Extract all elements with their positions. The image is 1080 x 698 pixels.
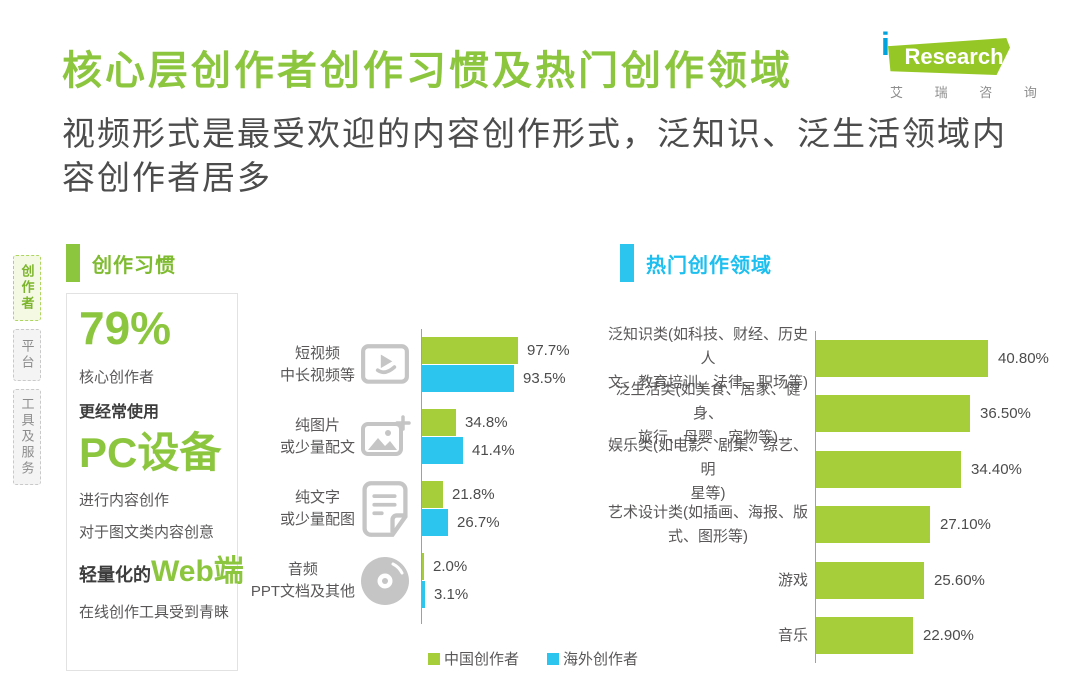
field-category-text: 泛生活类(如美食、居家、健身、 旅行、母婴、宠物等) [615,380,801,446]
field-category-label: 娱乐类(如电影、剧集、综艺、明 星等) [608,437,808,502]
habit-axis [421,329,422,624]
habit-section-title: 创作习惯 [92,254,176,277]
page-subtitle: 视频形式是最受欢迎的内容创作形式，泛知识、泛生活领域内容创作者居多 [62,115,1007,196]
field-section-marker [620,244,634,282]
stat-web-line: 轻量化的Web端 [79,546,244,590]
habit-bar [422,337,518,364]
field-bar [816,340,988,377]
logo-i: i [881,26,890,62]
habit-category-text: 音频 PPT文档及其他 [250,560,355,600]
stat-percentage: 79% [79,302,172,354]
field-category-text: 泛知识类(如科技、财经、历史人 文、教育培训、法律、职场等) [608,325,808,391]
page-title: 核心层创作者创作习惯及热门创作领域 [62,49,793,93]
habit-stats-card: 79% 核心创作者 更经常使用 PC设备 进行内容创作 对于图文类内容创意 轻量… [66,293,244,671]
habit-category-label: 短视频 中长视频等 [233,336,355,394]
field-category-label: 泛知识类(如科技、财经、历史人 文、教育培训、法律、职场等) [608,326,808,391]
legend-swatch [428,652,440,665]
stat-web-prefix: 轻量化的 [79,565,151,586]
iresearch-logo: Research i 艾 瑞 咨 询 [872,26,1037,100]
habit-bar [422,481,443,508]
stat-device: PC设备 [79,428,222,476]
habit-bar [422,437,463,464]
field-bar [816,395,970,432]
legend-item: 海外创作者 [547,648,638,669]
logo-wordmark: Research [904,43,1004,69]
field-bar [816,617,913,654]
stat-web: Web端 [151,555,244,589]
stat-pct-desc2: 更经常使用 [79,403,160,421]
habit-category-text: 纯图片 或少量配文 [279,416,355,456]
legend-swatch [547,652,560,665]
field-category-label: 艺术设计类(如插画、海报、版 式、图形等) [608,498,808,551]
habit-bar [422,509,448,536]
field-bar-value: 34.40% [971,461,1022,478]
habit-bar-value: 97.7% [527,342,570,359]
habit-bar-value: 2.0% [433,558,468,575]
field-bar-value: 27.10% [940,516,991,533]
habit-section-marker [66,244,80,282]
field-category-label: 泛生活类(如美食、居家、健身、 旅行、母婴、宠物等) [608,381,808,446]
field-bar-value: 40.80% [998,350,1049,367]
habit-bar [422,581,425,608]
field-bar [816,506,930,543]
stat-device-desc2: 对于图文类内容创意 [79,524,215,542]
field-category-label: 游戏 [608,554,808,607]
video-icon [356,336,414,394]
habit-bar-value: 26.7% [457,514,500,531]
stat-pct-desc1: 核心创作者 [79,368,155,386]
field-section-header: 热门创作领域 [620,244,772,282]
habit-category-text: 纯文字 或少量配图 [279,488,355,528]
legend-label: 中国创作者 [444,651,520,668]
image-icon [356,408,414,466]
legend-label: 海外创作者 [563,651,639,668]
field-bar-value: 36.50% [980,405,1031,422]
field-bar-value: 25.60% [934,572,985,589]
field-axis [815,331,816,663]
habit-bar [422,409,456,436]
field-category-label: 音乐 [608,609,808,662]
habit-category-label: 纯图片 或少量配文 [233,408,355,466]
chart-legend: 中国创作者 海外创作者 [428,648,638,669]
habit-bar [422,553,424,580]
disc-icon [356,552,414,610]
habit-category-text: 短视频 中长视频等 [279,344,355,384]
habit-category-label: 纯文字 或少量配图 [233,480,355,538]
legend-item: 中国创作者 [428,648,519,669]
field-bar [816,562,924,599]
habit-section-header: 创作习惯 [66,244,176,282]
document-icon [356,480,414,538]
stat-web-desc: 在线创作工具受到青睐 [79,604,230,622]
field-bar-value: 22.90% [923,627,974,644]
field-bar [816,451,961,488]
habit-bar-value: 41.4% [472,442,515,459]
habit-bar-value: 34.8% [465,414,508,431]
field-category-text: 艺术设计类(如插画、海报、版 式、图形等) [608,503,808,545]
habit-bar-value: 3.1% [434,586,469,603]
field-category-text: 娱乐类(如电影、剧集、综艺、明 星等) [608,436,808,502]
field-category-text: 游戏 [777,571,808,589]
habit-bar-value: 21.8% [452,486,495,503]
logo-chinese-name: 艾 瑞 咨 询 [890,85,1051,100]
sidebar-tab-1[interactable]: 创作者 [13,255,41,321]
field-section-title: 热门创作领域 [646,254,772,277]
sidebar-tab-3[interactable]: 工具及服务 [13,389,41,485]
stat-device-desc1: 进行内容创作 [79,492,170,510]
field-category-text: 音乐 [777,626,808,644]
habit-bar [422,365,514,392]
sidebar-tab-2[interactable]: 平台 [13,329,41,381]
habit-category-label: 音频 PPT文档及其他 [233,552,355,610]
habit-bar-value: 93.5% [523,370,566,387]
